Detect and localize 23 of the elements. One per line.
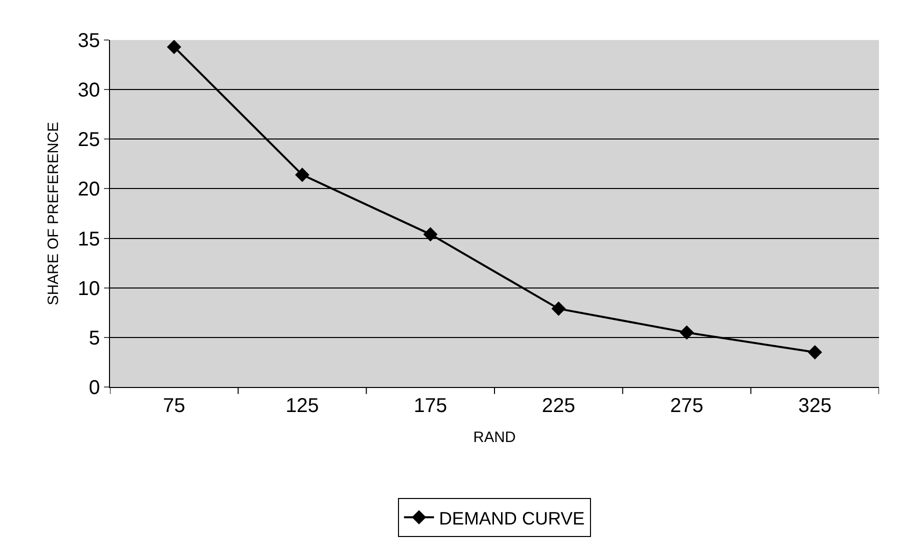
x-tick-label: 75 (162, 395, 186, 417)
x-axis-title: RAND (473, 429, 516, 446)
x-tick-label: 325 (798, 395, 832, 417)
point (808, 345, 822, 360)
x-tick-label: 175 (414, 395, 448, 417)
point (680, 325, 694, 340)
y-tick-label: 25 (78, 129, 100, 152)
point (166, 40, 182, 54)
y-tick-label: 30 (78, 80, 100, 102)
y-tick-label: 35 (78, 30, 100, 52)
x-tick-label: 125 (286, 395, 319, 417)
point (423, 227, 438, 242)
y-tick-label: 5 (88, 327, 100, 350)
y-tick-label: 0 (88, 377, 100, 399)
y-tick-label: 10 (78, 278, 100, 300)
y-tick-label: 20 (78, 178, 100, 201)
point (551, 302, 566, 316)
legend-label: DEMAND CURVE (439, 508, 585, 528)
y-tick-label: 15 (78, 228, 100, 250)
x-tick-label: 225 (542, 395, 576, 417)
point (295, 168, 310, 182)
y-axis-title: SHARE OF PREFERENCE (45, 122, 62, 306)
x-tick-label: 275 (670, 395, 704, 417)
